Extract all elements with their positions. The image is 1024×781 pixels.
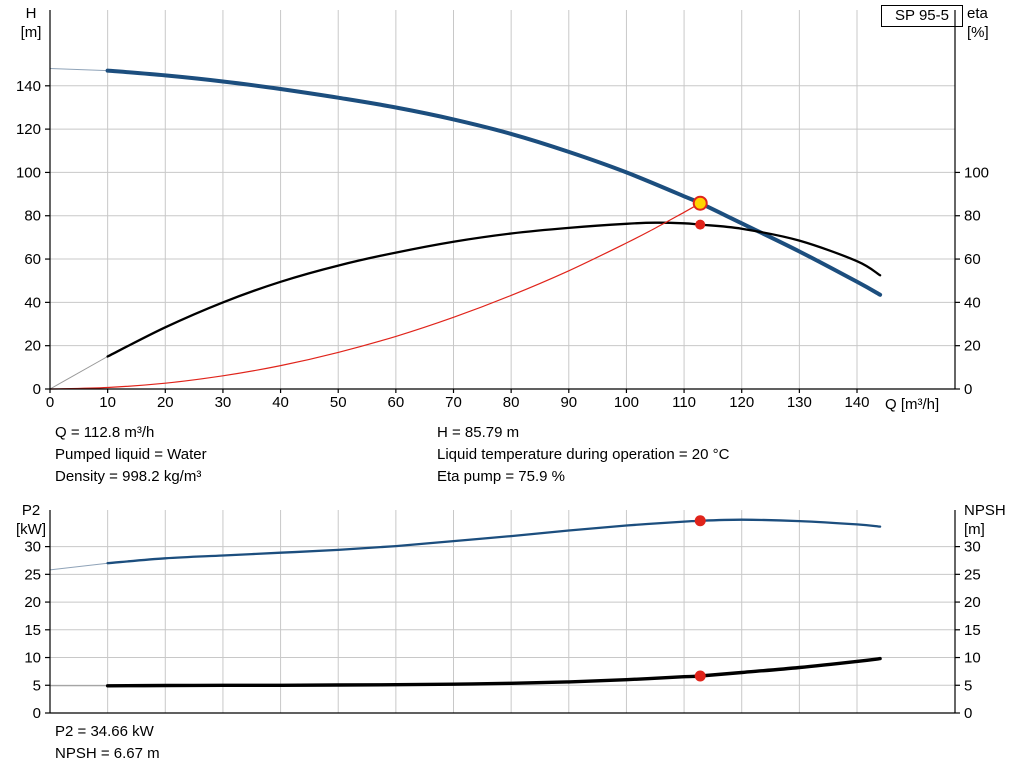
x-tick-label: 50 xyxy=(330,394,347,411)
eta-duty-point[interactable] xyxy=(695,219,706,230)
p2-axis-label: P2 xyxy=(21,502,41,519)
duty-point[interactable] xyxy=(692,195,708,211)
left-tick-label: 5 xyxy=(33,677,41,694)
left-tick-label: 80 xyxy=(24,208,41,225)
left-tick-label: 60 xyxy=(24,251,41,268)
left-tick-label: 25 xyxy=(24,566,41,583)
x-tick-label: 40 xyxy=(272,394,289,411)
x-tick-label: 70 xyxy=(445,394,462,411)
x-tick-label: 90 xyxy=(560,394,577,411)
q-axis-label: Q [m³/h] xyxy=(885,396,940,413)
power-npsh-chart: 0 5 10 15 20 25 30 0 5 10 15 20 25 30 xyxy=(24,510,981,722)
top-left-axis-label: H [m] xyxy=(8,4,54,42)
info-eta-pump: Eta pump = 75.9 % xyxy=(437,468,565,485)
duty-info-left: Q = 112.8 m³/h Pumped liquid = Water Den… xyxy=(55,422,207,488)
x-tick-label: 130 xyxy=(787,394,812,411)
left-tick-label: 40 xyxy=(24,294,41,311)
x-tick-label: 30 xyxy=(215,394,232,411)
right-tick-label: 60 xyxy=(964,251,981,268)
left-tick-label: 15 xyxy=(24,622,41,639)
head-curve xyxy=(105,68,883,297)
x-tick-label: 60 xyxy=(388,394,405,411)
x-tick-label: 140 xyxy=(844,394,869,411)
left-tick-label: 10 xyxy=(24,650,41,667)
right-tick-label: 80 xyxy=(964,208,981,225)
h-axis-label: H xyxy=(25,5,37,22)
eta-axis-unit: [%] xyxy=(967,24,989,41)
x-tick-label: 20 xyxy=(157,394,174,411)
right-tick-label: 20 xyxy=(964,338,981,355)
left-tick-label: 0 xyxy=(33,705,41,722)
p2-duty-point[interactable] xyxy=(694,515,706,527)
right-tick-label: 10 xyxy=(964,650,981,667)
performance-chart: 0 20 40 60 80 100 120 140 0 20 40 60 80 100 0 10 20 30 40 5… xyxy=(16,10,989,411)
info-p2: P2 = 34.66 kW xyxy=(55,723,154,740)
left-tick-label: 20 xyxy=(24,594,41,611)
left-tick-label: 30 xyxy=(24,539,41,556)
right-tick-label: 0 xyxy=(964,381,972,398)
npsh-axis-label: NPSH xyxy=(964,502,1006,519)
eta-curve-lead-in xyxy=(49,356,108,390)
right-tick-label: 20 xyxy=(964,594,981,611)
x-tick-label: 110 xyxy=(672,394,696,411)
info-flow: Q = 112.8 m³/h xyxy=(55,424,155,441)
left-tick-label: 100 xyxy=(16,164,41,181)
right-tick-label: 25 xyxy=(964,566,981,583)
x-tick-label: 80 xyxy=(503,394,520,411)
info-liquid-temperature: Liquid temperature during operation = 20… xyxy=(437,446,730,463)
npsh-axis-unit: [m] xyxy=(964,521,985,538)
left-tick-label: 140 xyxy=(16,78,41,95)
npsh-curve xyxy=(105,656,882,688)
right-tick-label: 15 xyxy=(964,622,981,639)
right-tick-label: 40 xyxy=(964,294,981,311)
info-npsh: NPSH = 6.67 m xyxy=(55,745,160,762)
x-tick-label: 10 xyxy=(99,394,116,411)
eta-axis-label: eta xyxy=(967,5,988,22)
x-tick-label: 0 xyxy=(46,394,54,411)
bottom-left-axis-label: P2 [kW] xyxy=(8,501,54,539)
left-tick-label: 120 xyxy=(16,121,41,138)
right-tick-label: 5 xyxy=(964,677,972,694)
npsh-duty-point[interactable] xyxy=(694,670,706,682)
left-tick-label: 20 xyxy=(24,338,41,355)
power-npsh-info: P2 = 34.66 kW NPSH = 6.67 m xyxy=(55,721,160,765)
h-axis-unit: [m] xyxy=(20,24,42,41)
p2-axis-unit: [kW] xyxy=(16,521,46,538)
right-tick-label: 0 xyxy=(964,705,972,722)
system-curve xyxy=(49,202,701,390)
duty-info-right: H = 85.79 m Liquid temperature during op… xyxy=(437,422,729,488)
info-density: Density = 998.2 kg/m³ xyxy=(55,468,202,485)
p2-curve-lead-in xyxy=(49,562,108,571)
info-pumped-liquid: Pumped liquid = Water xyxy=(55,446,207,463)
x-tick-label: 100 xyxy=(614,394,639,411)
pump-type-badge: SP 95-5 xyxy=(881,5,963,27)
p2-curve xyxy=(106,518,882,565)
eta-curve xyxy=(106,221,882,358)
top-right-axis-label: eta [%] xyxy=(967,4,989,42)
head-curve-lead-in xyxy=(49,68,108,72)
right-tick-label: 100 xyxy=(964,164,989,181)
info-head: H = 85.79 m xyxy=(437,424,520,441)
right-tick-label: 30 xyxy=(964,539,981,556)
bottom-right-axis-label: NPSH [m] xyxy=(964,501,1006,539)
left-tick-label: 0 xyxy=(33,381,41,398)
x-tick-label: 120 xyxy=(729,394,754,411)
